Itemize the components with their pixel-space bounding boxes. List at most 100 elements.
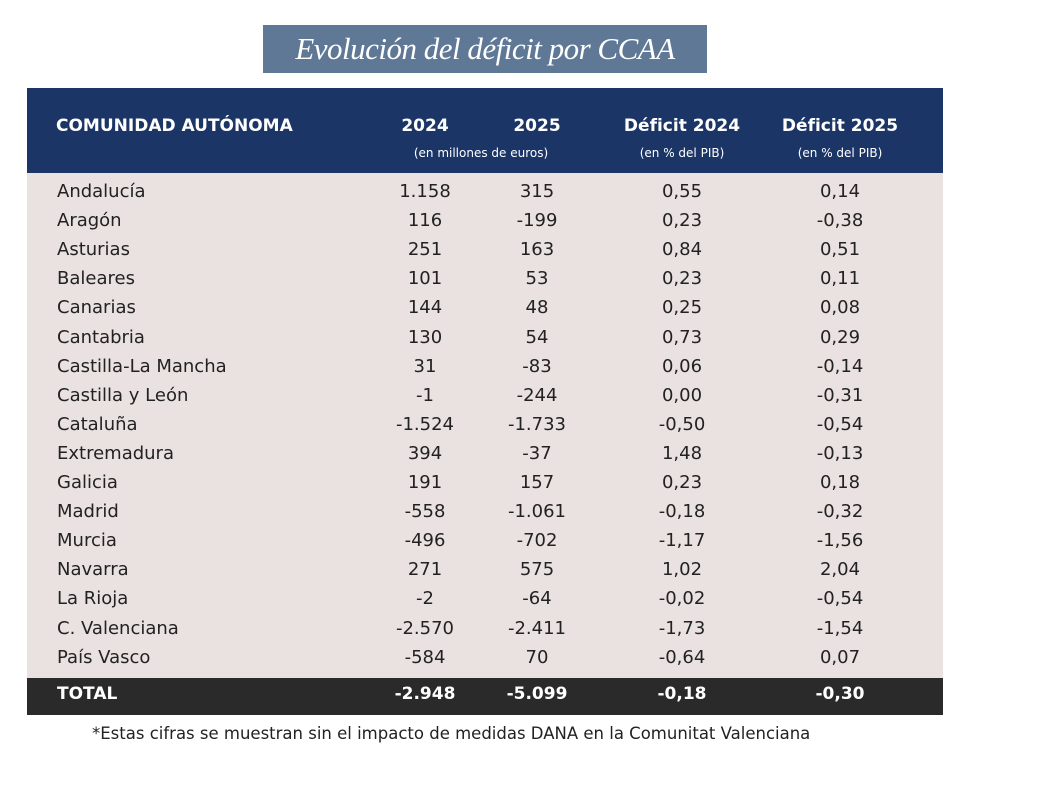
total-value: -2.948 <box>394 684 456 704</box>
value-cell: 130 <box>407 326 443 348</box>
value-cell: -1 <box>416 384 434 406</box>
table-header: COMUNIDAD AUTÓNOMA 2024 2025 (en millone… <box>27 88 943 173</box>
value-cell: 54 <box>525 326 549 348</box>
value-cell: -0,14 <box>816 355 864 377</box>
region-name: La Rioja <box>57 588 129 610</box>
value-cell: 0,29 <box>819 326 861 348</box>
header-cell: 2024 <box>401 116 449 136</box>
value-cell: -244 <box>516 384 558 406</box>
value-cell: 1,48 <box>661 442 703 464</box>
region-name: Asturias <box>57 239 130 261</box>
footnote: *Estas cifras se muestran sin el impacto… <box>92 724 811 743</box>
value-cell: 48 <box>525 297 549 319</box>
value-cell: 116 <box>407 210 443 232</box>
value-cell: 0,14 <box>819 181 861 202</box>
value-cell: 70 <box>525 646 549 668</box>
value-cell: -2 <box>416 588 434 610</box>
value-cell: -0,02 <box>658 588 706 610</box>
title: Evolución del déficit por CCAA <box>263 25 707 73</box>
header-cell: COMUNIDAD AUTÓNOMA <box>56 116 293 136</box>
value-cell: 191 <box>407 472 443 493</box>
value-cell: 0,07 <box>819 646 861 668</box>
value-cell: -558 <box>404 501 446 523</box>
header-cell: Déficit 2024 <box>623 116 741 136</box>
region-name: Canarias <box>57 297 136 319</box>
value-cell: 0,84 <box>661 239 703 261</box>
value-cell: -199 <box>516 210 558 232</box>
header-cell: 2025 <box>513 116 561 136</box>
value-cell: -1.733 <box>507 413 567 435</box>
value-cell: -702 <box>516 530 558 552</box>
value-cell: 0,25 <box>661 297 703 319</box>
total-value: -5.099 <box>506 684 568 704</box>
value-cell: -1.061 <box>507 501 567 523</box>
value-cell: -83 <box>522 355 552 377</box>
value-cell: -0,64 <box>658 646 706 668</box>
value-cell: -0,31 <box>816 384 864 406</box>
value-cell: -0,54 <box>816 588 864 610</box>
value-cell: 1.158 <box>399 181 451 202</box>
value-cell: -1.524 <box>395 413 455 435</box>
region-name: Baleares <box>57 268 135 290</box>
region-name: Madrid <box>57 501 119 523</box>
value-cell: 0,55 <box>661 181 703 202</box>
value-cell: 0,23 <box>661 210 703 232</box>
value-cell: 0,08 <box>819 297 861 319</box>
table-body: Andalucía 1.158 315 0,55 0,14 Aragón 116 -199 0,… <box>27 173 943 678</box>
region-name: Extremadura <box>57 442 174 464</box>
value-cell: 53 <box>525 268 549 290</box>
region-name: Cantabria <box>57 326 145 348</box>
region-name: Navarra <box>57 559 129 581</box>
value-cell: 271 <box>407 559 443 581</box>
total-label: TOTAL <box>57 684 118 704</box>
value-cell: -1,73 <box>658 617 706 639</box>
value-cell: -64 <box>522 588 552 610</box>
value-cell: -2.570 <box>395 617 455 639</box>
region-name: Castilla-La Mancha <box>57 355 227 377</box>
header-cell: Déficit 2025 <box>781 116 899 136</box>
value-cell: 0,23 <box>661 472 703 493</box>
value-cell: -2.411 <box>507 617 567 639</box>
value-cell: -0,32 <box>816 501 864 523</box>
value-cell: 251 <box>407 239 443 261</box>
value-cell: 144 <box>407 297 443 319</box>
value-cell: -0,13 <box>816 442 864 464</box>
value-cell: 101 <box>407 268 443 290</box>
value-cell: -0,18 <box>658 501 706 523</box>
value-cell: -496 <box>404 530 446 552</box>
value-cell: -0,38 <box>816 210 864 232</box>
region-name: Murcia <box>57 530 117 552</box>
value-cell: 0,51 <box>819 239 861 261</box>
region-name: Galicia <box>57 472 118 493</box>
value-cell: 1,02 <box>661 559 703 581</box>
value-cell: 163 <box>519 239 555 261</box>
value-cell: 315 <box>519 181 555 202</box>
value-cell: 394 <box>407 442 443 464</box>
value-cell: -1,56 <box>816 530 864 552</box>
value-cell: 0,23 <box>661 268 703 290</box>
value-cell: -1,17 <box>658 530 706 552</box>
total-value: -0,18 <box>657 684 707 704</box>
value-cell: 2,04 <box>819 559 861 581</box>
value-cell: 0,18 <box>819 472 861 493</box>
header-note: (en % del PIB) <box>797 146 883 160</box>
region-name: País Vasco <box>57 646 151 668</box>
value-cell: 575 <box>519 559 555 581</box>
region-name: Castilla y León <box>57 384 189 406</box>
region-name: Aragón <box>57 210 122 232</box>
value-cell: 157 <box>519 472 555 493</box>
header-note: (en millones de euros) <box>413 146 549 160</box>
value-cell: 0,73 <box>661 326 703 348</box>
region-name: Cataluña <box>57 413 138 435</box>
value-cell: -1,54 <box>816 617 864 639</box>
region-name: C. Valenciana <box>57 617 179 639</box>
header-note: (en % del PIB) <box>639 146 725 160</box>
value-cell: 0,06 <box>661 355 703 377</box>
total-row: TOTAL -2.948 -5.099 -0,18 -0,30 <box>27 678 943 715</box>
value-cell: -0,54 <box>816 413 864 435</box>
region-name: Andalucía <box>57 181 146 202</box>
value-cell: 0,00 <box>661 384 703 406</box>
total-value: -0,30 <box>815 684 865 704</box>
value-cell: -0,50 <box>658 413 706 435</box>
